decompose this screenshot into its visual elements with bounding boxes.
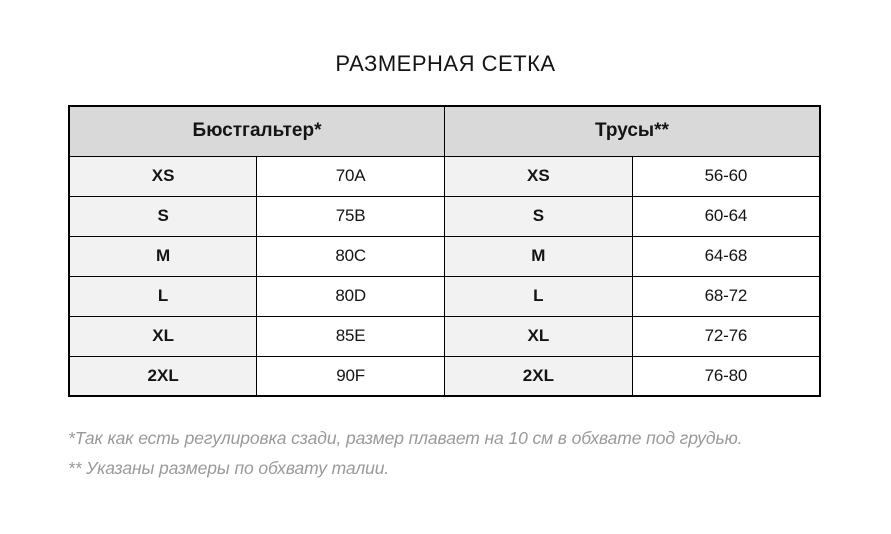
panties-size-cell: XS: [444, 155, 633, 197]
bra-value-cell: 80C: [256, 235, 445, 277]
panties-size-cell: S: [444, 195, 633, 237]
table-row-m: M 80C M 64-68: [68, 235, 821, 277]
bra-value-cell: 85E: [256, 315, 445, 357]
panties-value-cell: 60-64: [631, 195, 821, 237]
table-row-s: S 75B S 60-64: [68, 195, 821, 237]
footnotes: *Так как есть регулировка сзади, размер …: [68, 423, 851, 483]
size-table: Бюстгальтер* Трусы** XS 70A XS 56-60 S 7…: [68, 105, 821, 397]
bra-size-cell: M: [68, 235, 258, 277]
table-row-2xl: 2XL 90F 2XL 76-80: [68, 355, 821, 397]
table-header-panties: Трусы**: [444, 105, 821, 157]
footnote-panties: ** Указаны размеры по обхвату талии.: [68, 458, 390, 478]
bra-size-cell: 2XL: [68, 355, 258, 397]
table-header-bra: Бюстгальтер*: [68, 105, 445, 157]
page-title: РАЗМЕРНАЯ СЕТКА: [335, 51, 556, 76]
panties-size-cell: M: [444, 235, 633, 277]
bra-size-cell: XL: [68, 315, 258, 357]
bra-size-cell: XS: [68, 155, 258, 197]
panties-value-cell: 64-68: [631, 235, 821, 277]
table-row-l: L 80D L 68-72: [68, 275, 821, 317]
bra-value-cell: 80D: [256, 275, 445, 317]
panties-value-cell: 56-60: [631, 155, 821, 197]
table-row-xs: XS 70A XS 56-60: [68, 155, 821, 197]
bra-size-cell: L: [68, 275, 258, 317]
bra-value-cell: 75B: [256, 195, 445, 237]
panties-value-cell: 76-80: [631, 355, 821, 397]
panties-value-cell: 68-72: [631, 275, 821, 317]
footnote-bra: *Так как есть регулировка сзади, размер …: [68, 428, 743, 448]
panties-size-cell: 2XL: [444, 355, 633, 397]
panties-size-cell: L: [444, 275, 633, 317]
bra-size-cell: S: [68, 195, 258, 237]
bra-value-cell: 70A: [256, 155, 445, 197]
table-row-xl: XL 85E XL 72-76: [68, 315, 821, 357]
panties-value-cell: 72-76: [631, 315, 821, 357]
table-header-row: Бюстгальтер* Трусы**: [68, 105, 821, 157]
bra-value-cell: 90F: [256, 355, 445, 397]
panties-size-cell: XL: [444, 315, 633, 357]
